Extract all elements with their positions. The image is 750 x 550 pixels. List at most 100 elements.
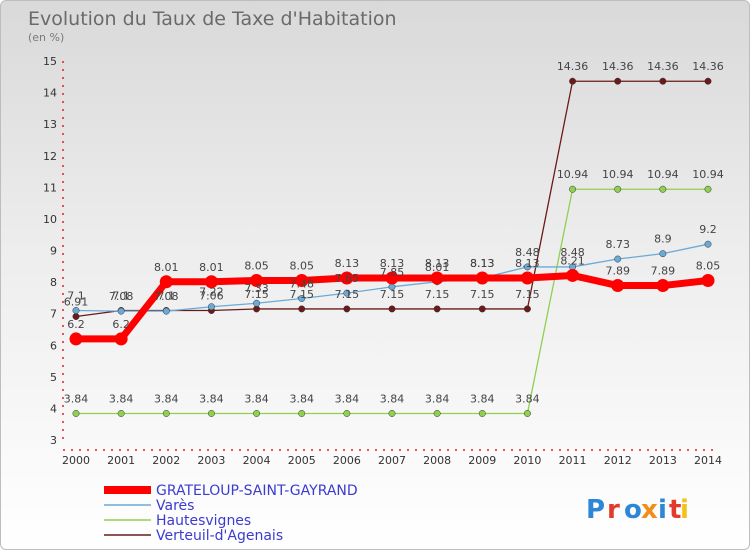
logo-letter: t [669,495,681,525]
data-label: 3.84 [470,392,495,405]
y-tick-label: 15 [43,55,57,68]
data-label: 7.1 [158,290,176,303]
y-tick-label: 6 [50,339,57,352]
data-point [704,77,712,85]
data-label: 8.48 [515,246,540,259]
data-label: 7.08 [154,290,179,303]
data-point [343,289,351,297]
data-label: 3.84 [380,392,405,405]
data-point [569,185,577,193]
data-label: 7.15 [425,288,450,301]
data-point [343,305,351,313]
data-point [117,307,125,315]
data-point [298,295,306,302]
x-tick-label: 2009 [468,454,496,467]
x-tick-label: 2012 [604,454,632,467]
y-tick-label: 11 [43,181,57,194]
logo-letter: r [607,495,620,525]
data-label: 14.36 [647,60,679,73]
data-point [520,271,534,285]
data-point [659,250,667,258]
data-labels: 6.2 6.28.01 8.01 8.05 8.05 8.13 8.13 8.13 8.13 8.… [64,60,724,405]
data-label: 3.84 [515,392,540,405]
data-label: 7.1 [112,290,130,303]
legend-label: Varès [156,498,194,514]
chart-subtitle: (en %) [28,31,64,44]
data-label: 10.94 [692,168,724,181]
data-label: 7.15 [470,288,495,301]
data-label: 10.94 [602,168,634,181]
data-point [298,305,306,313]
data-point [253,299,261,307]
data-point [117,410,125,417]
data-label: 3.84 [425,392,450,405]
y-tick-label: 4 [50,402,57,415]
data-point [388,305,396,313]
data-point [385,271,399,285]
data-point [611,279,625,293]
data-point [430,271,444,285]
data-label: 8.13 [380,257,405,270]
data-label: 8.01 [154,261,179,274]
data-label: 8.05 [244,260,269,273]
data-point [298,410,306,417]
x-tick-label: 2011 [559,454,587,467]
data-point [207,303,215,311]
data-label: 8.13 [470,257,495,270]
data-point [523,305,531,313]
series-lines [69,77,715,417]
data-label: 8.13 [515,257,540,270]
data-label: 7.22 [199,286,224,299]
y-tick-label: 9 [50,245,57,258]
data-label: 7.15 [515,288,540,301]
y-tick-label: 12 [43,150,57,163]
data-point [162,410,170,417]
legend-label: Verteuil-d'Agenais [156,528,283,544]
data-point [207,410,215,417]
data-point [295,274,309,288]
data-label: 6.2 [67,318,85,331]
data-point [478,305,486,313]
data-point [114,332,128,346]
x-tick-label: 2008 [423,454,451,467]
data-label: 8.21 [560,254,585,267]
data-label: 7.08 [109,290,134,303]
legend-label: Hautesvignes [156,513,251,529]
x-tick-label: 2002 [152,454,180,467]
data-label: 9.2 [699,223,717,236]
data-label: 7.48 [289,278,314,291]
data-label: 3.84 [199,392,224,405]
data-label: 7.89 [651,265,676,278]
data-label: 14.36 [692,60,724,73]
data-point [340,271,354,285]
data-label: 8.13 [425,257,450,270]
data-point [204,275,218,289]
data-point [659,77,667,85]
data-label: 3.84 [109,392,134,405]
data-label: 10.94 [557,168,589,181]
data-label: 7.85 [380,266,405,279]
axes: 3 4 5 6 7 8 9 10 11 12 13 14 15 2000 2001 2002 2003 2004 2… [43,55,722,467]
data-point [523,263,531,271]
data-label: 7.15 [244,288,269,301]
y-tick-label: 5 [50,371,57,384]
data-label: 6.2 [112,318,130,331]
data-point [478,410,486,417]
data-label: 3.84 [154,392,179,405]
data-point [159,275,173,289]
x-tick-label: 2001 [107,454,135,467]
data-point [250,274,264,288]
data-label: 8.9 [654,233,672,246]
data-point [704,240,712,248]
logo-letter: P [586,495,605,525]
x-tick-label: 2000 [62,454,90,467]
y-tick-label: 10 [43,213,57,226]
data-point [523,410,531,417]
x-tick-label: 2005 [288,454,316,467]
data-point [475,271,489,285]
x-tick-label: 2010 [513,454,541,467]
data-label: 7.06 [199,290,224,303]
y-tick-label: 14 [43,87,57,100]
data-label: 8.05 [289,260,314,273]
